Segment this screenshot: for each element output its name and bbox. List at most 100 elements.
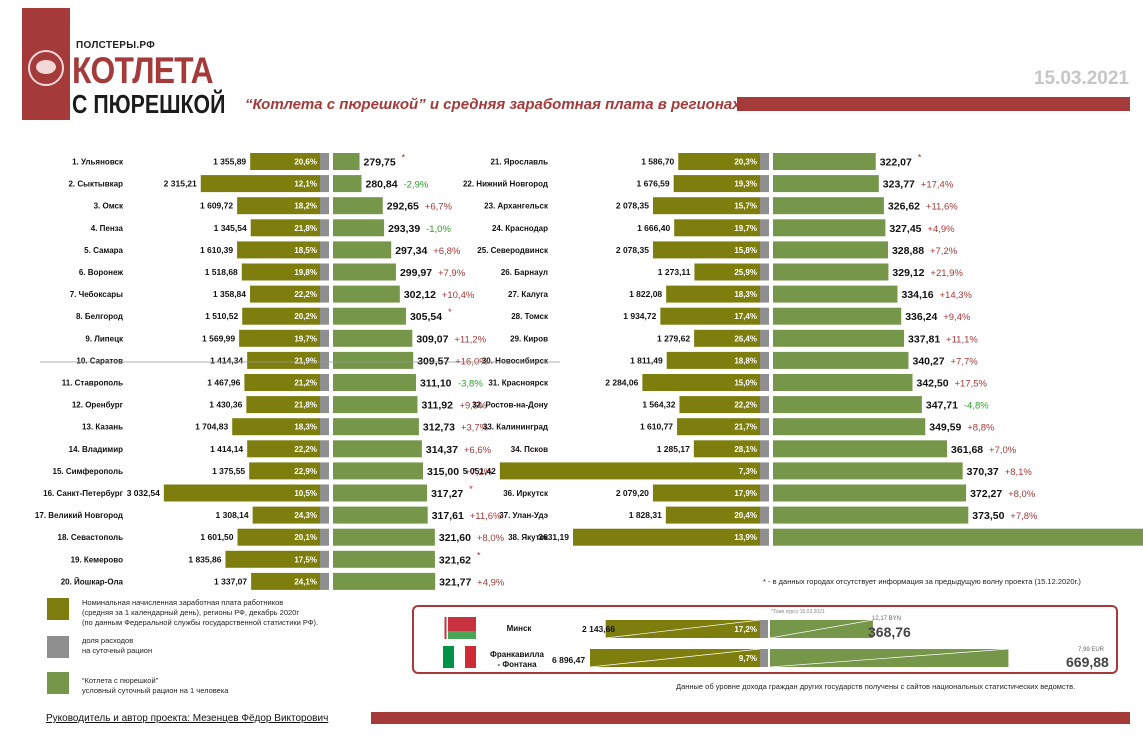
region-label: 24. Краснодар	[492, 224, 548, 233]
logo-site: ПОЛСТЕРЫ.РФ	[76, 40, 156, 51]
wage-bar	[239, 329, 320, 347]
price-bar	[773, 219, 886, 237]
star-mark: *	[477, 550, 481, 561]
price-bar	[333, 219, 385, 237]
price-label: 361,68	[951, 444, 983, 456]
wage-label: 1 610,77	[640, 422, 673, 432]
price-label: 328,88	[892, 245, 924, 257]
share-bar	[760, 351, 769, 369]
change-label: +9,5%	[459, 401, 487, 412]
intl-share-bar	[760, 649, 768, 667]
change-label: +11,1%	[946, 334, 978, 345]
share-label: 21,2%	[294, 379, 317, 388]
price-bar	[333, 285, 400, 303]
wage-label: 1 610,39	[200, 245, 233, 255]
share-bar	[760, 462, 769, 480]
price-bar	[773, 307, 902, 325]
share-bar	[760, 153, 769, 170]
change-label: +21,9%	[930, 268, 963, 279]
price-bar	[773, 175, 879, 193]
change-label: +17,4%	[921, 180, 954, 191]
share-label: 18,2%	[294, 202, 317, 211]
share-label: 15,8%	[734, 246, 757, 255]
share-label: 13,9%	[734, 533, 757, 542]
wage-bar	[242, 307, 320, 325]
wage-bar	[665, 506, 760, 524]
price-bar	[773, 418, 926, 436]
price-bar	[333, 153, 360, 170]
share-label: 22,9%	[294, 467, 317, 476]
share-label: 17,4%	[734, 312, 757, 321]
price-label: 373,50	[972, 510, 1004, 522]
region-label: 5. Самара	[84, 246, 123, 255]
share-label: 24,1%	[294, 577, 317, 586]
header-bar	[737, 97, 1130, 111]
region-label: 38. Якутск	[508, 533, 549, 542]
price-label: 317,27	[431, 488, 463, 500]
region-label: 27. Калуга	[508, 290, 549, 299]
wage-bar	[225, 550, 320, 568]
price-label: 334,16	[901, 289, 933, 301]
price-bar	[773, 285, 898, 303]
wage-bar	[237, 528, 320, 546]
wage-label: 2 079,20	[616, 488, 649, 498]
wage-label: 1 835,86	[188, 554, 221, 564]
price-label: 349,59	[929, 422, 961, 434]
share-bar	[760, 219, 769, 237]
wage-bar	[694, 263, 760, 281]
region-label: 36. Иркутск	[503, 489, 549, 498]
price-bar	[333, 263, 396, 281]
change-label: -4,8%	[964, 401, 989, 412]
region-label: 12. Оренбург	[72, 401, 124, 410]
share-label: 24,3%	[294, 511, 317, 520]
change-label: +11,6%	[926, 202, 958, 213]
price-label: 372,27	[970, 488, 1002, 500]
change-label: +11,2%	[454, 334, 486, 345]
italy-flag-icon	[443, 646, 476, 668]
wage-bar	[249, 462, 320, 480]
price-bar	[773, 528, 1143, 546]
price-bar	[333, 440, 422, 458]
share-bar	[760, 241, 769, 259]
price-bar	[333, 197, 383, 215]
wage-label: 2 315,21	[164, 179, 197, 189]
wage-bar	[678, 153, 760, 170]
intl-name-minsk: Минск	[506, 624, 532, 633]
wage-bar	[642, 374, 760, 391]
region-label: 8. Белгород	[76, 312, 123, 321]
share-bar	[320, 329, 329, 347]
price-bar	[333, 351, 414, 369]
intl-slash	[605, 619, 761, 639]
wage-label: 5 051,42	[463, 466, 496, 476]
price-label: 323,77	[883, 179, 915, 191]
region-label: 20. Йошкар-Ола	[61, 577, 124, 586]
wage-bar	[241, 263, 320, 281]
share-label: 20,1%	[294, 533, 317, 542]
region-label: 15. Симферополь	[53, 467, 124, 476]
share-bar	[760, 528, 769, 546]
price-bar	[773, 440, 948, 458]
region-label: 3. Омск	[94, 202, 124, 211]
change-label: +7,2%	[930, 246, 958, 257]
legend-swatch-price	[47, 672, 69, 694]
region-label: 32. Ростов-на-Дону	[472, 401, 548, 410]
price-bar	[773, 329, 905, 347]
region-label: 2. Сыктывкар	[68, 180, 123, 189]
logo-title: КОТЛЕТА	[72, 50, 214, 91]
price-label: 329,12	[892, 267, 924, 279]
region-label: 22. Нижний Новгород	[463, 180, 548, 189]
share-label: 21,9%	[294, 356, 317, 365]
share-label: 28,1%	[734, 445, 757, 454]
wage-bar	[244, 374, 320, 391]
price-bar	[333, 528, 435, 546]
region-label: 18. Севастополь	[58, 533, 124, 542]
star-mark: *	[918, 153, 922, 164]
wage-bar	[250, 285, 320, 303]
change-label: +7,2%	[465, 467, 493, 478]
change-label: +3,7%	[461, 423, 489, 434]
share-bar	[760, 329, 769, 347]
change-label: +4,9%	[927, 224, 955, 235]
wage-bar	[677, 418, 760, 436]
share-label: 18,3%	[294, 423, 317, 432]
share-bar	[320, 550, 329, 568]
